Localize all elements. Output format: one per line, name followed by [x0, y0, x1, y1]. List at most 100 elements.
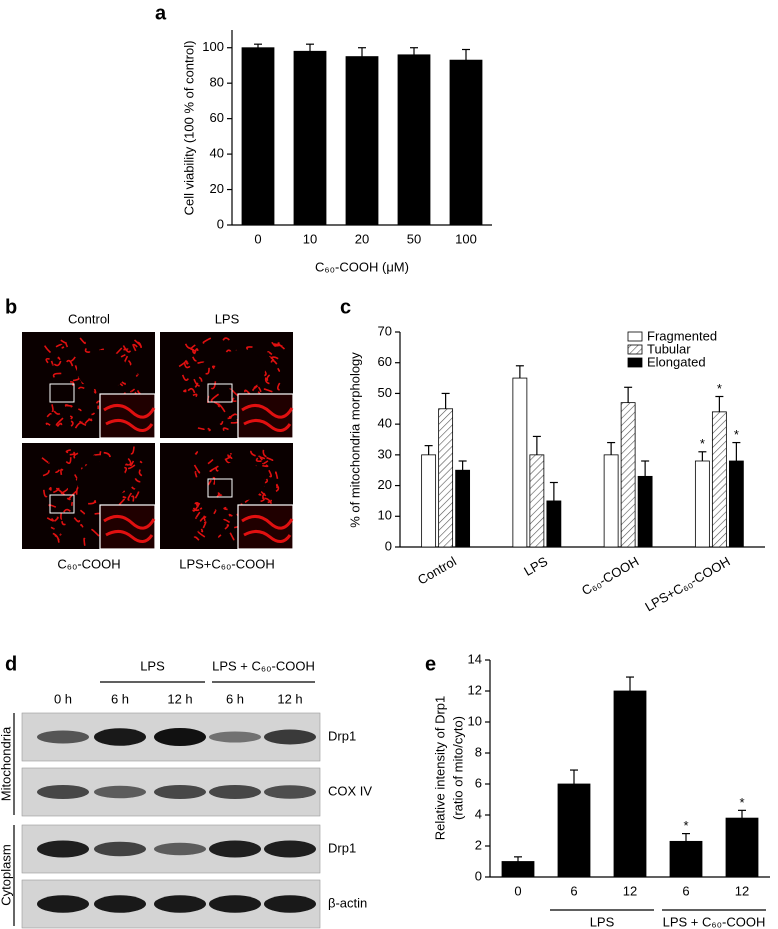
- blot-band: [264, 895, 316, 913]
- bar: [345, 56, 379, 226]
- inset-detail: [241, 515, 294, 543]
- x-tick-label: 10: [303, 231, 317, 246]
- significance-marker: *: [734, 427, 739, 442]
- zoom-box: [207, 383, 233, 403]
- blot-band: [154, 728, 206, 746]
- bar: [620, 402, 636, 548]
- y-tick-label: 0: [385, 538, 392, 553]
- y-tick-label: 70: [378, 323, 392, 338]
- y-tick-label: 80: [210, 75, 224, 90]
- y-tick-label: 8: [475, 744, 482, 759]
- x-tick-label: 12: [623, 883, 637, 898]
- image-label: LPS: [215, 311, 240, 326]
- y-tick-label: 60: [378, 354, 392, 369]
- blot-band: [264, 840, 316, 858]
- blot-band: [94, 895, 146, 913]
- image-label: C₆₀-COOH: [57, 556, 120, 571]
- x-tick-label: Control: [415, 554, 459, 588]
- blot-band: [37, 840, 89, 858]
- significance-marker: *: [683, 818, 688, 833]
- y-tick-label: 14: [468, 651, 482, 666]
- x-tick-label: 0: [254, 231, 261, 246]
- significance-marker: *: [717, 381, 722, 396]
- blot-band: [154, 895, 206, 913]
- legend-swatch: [627, 344, 643, 355]
- bar: [546, 500, 562, 548]
- zoom-box: [49, 494, 75, 514]
- x-tick-label: C₆₀-COOH: [579, 554, 641, 599]
- y-tick-label: 2: [475, 837, 482, 852]
- row-label: Drp1: [328, 840, 356, 855]
- y-tick-label: 10: [378, 508, 392, 523]
- panel-letter: c: [340, 296, 351, 318]
- x-tick-label: 20: [355, 231, 369, 246]
- group-label: LPS: [590, 914, 615, 929]
- nucleus: [77, 350, 127, 390]
- row-label: β-actin: [328, 895, 367, 910]
- y-tick-label: 0: [475, 868, 482, 883]
- y-tick-label: 40: [210, 146, 224, 161]
- nucleus: [77, 461, 127, 501]
- bar: [613, 690, 647, 878]
- x-tick-label: 6: [570, 883, 577, 898]
- bar: [711, 411, 727, 548]
- y-tick-label: 6: [475, 775, 482, 790]
- bar: [603, 454, 619, 548]
- x-tick-label: LPS+C₆₀-COOH: [642, 554, 732, 615]
- group-label: LPS + C₆₀-COOH: [212, 658, 315, 673]
- blot-band: [94, 785, 146, 799]
- legend-swatch: [627, 331, 643, 342]
- blot-band: [94, 841, 146, 857]
- y-tick-label: 20: [378, 477, 392, 492]
- lane-label: 6 h: [226, 691, 244, 706]
- nucleus: [215, 461, 265, 501]
- significance-marker: *: [739, 795, 744, 810]
- bar: [728, 460, 744, 548]
- x-tick-label: 100: [455, 231, 477, 246]
- nucleus: [215, 350, 265, 390]
- group-label: LPS: [140, 658, 165, 673]
- bar: [512, 377, 528, 548]
- panel-letter: b: [5, 296, 17, 318]
- y-tick-label: 10: [468, 713, 482, 728]
- blot-band: [37, 730, 89, 744]
- bar: [449, 59, 483, 226]
- bar: [293, 50, 327, 226]
- bar: [725, 817, 759, 878]
- y-tick-label: 60: [210, 110, 224, 125]
- x-axis-label: C₆₀-COOH (μM): [315, 259, 409, 274]
- y-tick-label: 20: [210, 181, 224, 196]
- panel-letter: e: [425, 653, 436, 675]
- lane-label: 0 h: [54, 691, 72, 706]
- legend-label: Fragmented: [647, 328, 717, 343]
- legend-label: Elongated: [647, 354, 706, 369]
- y-tick-label: 40: [378, 416, 392, 431]
- row-label: Drp1: [328, 728, 356, 743]
- bar: [397, 54, 431, 226]
- inset-detail: [241, 404, 294, 432]
- row-label: COX IV: [328, 783, 372, 798]
- section-label: Mitochondria: [0, 726, 13, 801]
- blot-band: [154, 842, 206, 856]
- inset-detail: [103, 515, 156, 543]
- significance-marker: *: [700, 436, 705, 451]
- y-tick-label: 30: [378, 446, 392, 461]
- blot-band: [209, 731, 261, 743]
- blot-band: [37, 895, 89, 913]
- zoom-box: [49, 383, 75, 403]
- blot-band: [154, 785, 206, 799]
- image-label: LPS+C₆₀-COOH: [179, 556, 275, 571]
- y-axis-label: % of mitochondria morphology: [347, 352, 362, 528]
- lane-label: 12 h: [277, 691, 302, 706]
- y-tick-label: 0: [217, 216, 224, 231]
- bar: [241, 47, 275, 226]
- bar: [529, 454, 545, 548]
- legend-label: Tubular: [647, 341, 691, 356]
- blot-band: [37, 785, 89, 799]
- section-label: Cytoplasm: [0, 844, 13, 905]
- y-tick-label: 50: [378, 385, 392, 400]
- bar: [455, 469, 471, 548]
- y-axis-label: Cell viability (100 % of control): [181, 41, 196, 216]
- legend-swatch: [627, 357, 643, 368]
